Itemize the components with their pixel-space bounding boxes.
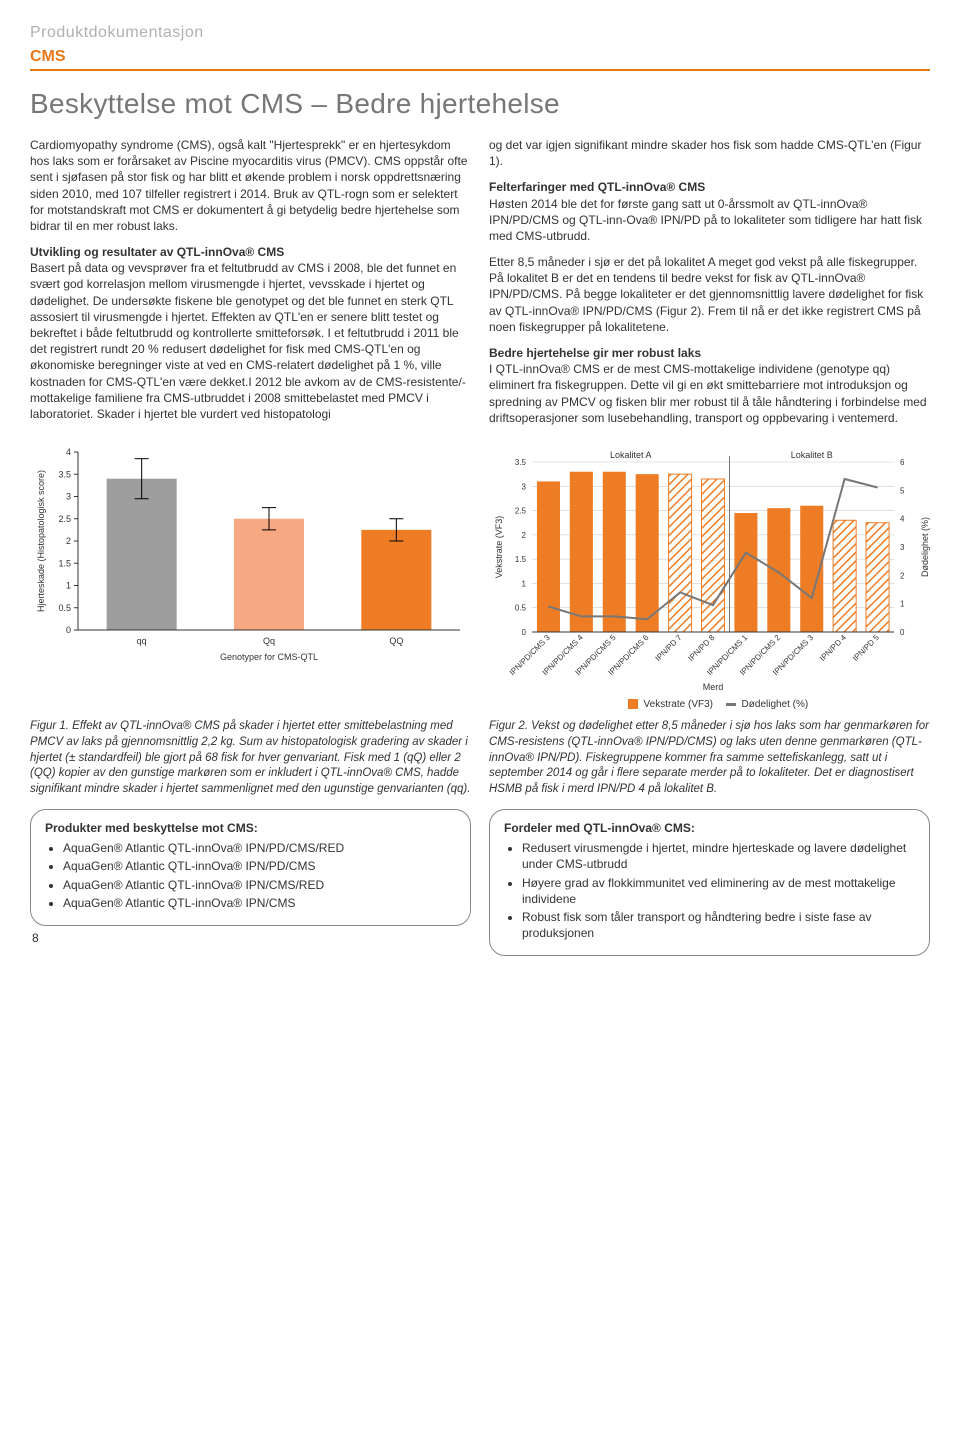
- svg-text:2: 2: [522, 531, 527, 540]
- svg-text:Hjerteskade (Histopatologisk s: Hjerteskade (Histopatologisk score): [36, 470, 46, 612]
- svg-text:Vekstrate (VF3): Vekstrate (VF3): [494, 516, 504, 579]
- benefits-list: Redusert virusmengde i hjertet, mindre h…: [504, 840, 915, 941]
- page-title: Beskyttelse mot CMS – Bedre hjertehelse: [30, 85, 930, 123]
- list-item: Høyere grad av flokkimmunitet ved elimin…: [522, 875, 915, 907]
- svg-text:Merd: Merd: [703, 682, 724, 692]
- svg-text:1: 1: [66, 580, 71, 590]
- legend-label: Vekstrate (VF3): [644, 699, 713, 710]
- page-number: 8: [32, 930, 471, 946]
- box-title: Fordeler med QTL-innOva® CMS:: [504, 820, 915, 836]
- svg-text:6: 6: [900, 458, 905, 467]
- chart-2-legend: Vekstrate (VF3) Dødelighet (%): [488, 698, 938, 712]
- svg-text:Lokalitet A: Lokalitet A: [610, 450, 652, 460]
- subhead: Utvikling og resultater av QTL-innOva® C…: [30, 245, 284, 259]
- figure-1-caption: Figur 1. Effekt av QTL-innOva® CMS på sk…: [30, 719, 471, 797]
- list-item: AquaGen® Atlantic QTL-innOva® IPN/CMS/RE…: [63, 877, 456, 893]
- para-body: Basert på data og vevsprøver fra et felt…: [30, 261, 466, 421]
- legend-swatch-bar: [628, 699, 638, 709]
- legend-label: Dødelighet (%): [742, 699, 809, 710]
- svg-text:IPN/PD 8: IPN/PD 8: [686, 633, 716, 663]
- para: Bedre hjertehelse gir mer robust laks I …: [489, 345, 930, 426]
- benefits-box: Fordeler med QTL-innOva® CMS: Redusert v…: [489, 809, 930, 956]
- para: Utvikling og resultater av QTL-innOva® C…: [30, 244, 471, 422]
- svg-text:4: 4: [900, 515, 905, 524]
- para: Etter 8,5 måneder i sjø er det på lokali…: [489, 254, 930, 335]
- svg-text:IPN/PD 7: IPN/PD 7: [654, 633, 684, 663]
- svg-text:IPN/PD 4: IPN/PD 4: [818, 633, 848, 663]
- svg-text:0: 0: [522, 628, 527, 637]
- subhead: Felterfaringer med QTL-innOva® CMS: [489, 180, 705, 194]
- chart-footers: Figur 1. Effekt av QTL-innOva® CMS på sk…: [30, 713, 930, 956]
- svg-text:Dødelighet (%): Dødelighet (%): [920, 517, 930, 577]
- para: Cardiomyopathy syndrome (CMS), også kalt…: [30, 137, 471, 234]
- svg-text:Qq: Qq: [263, 636, 275, 646]
- figure-2-caption: Figur 2. Vekst og dødelighet etter 8,5 m…: [489, 719, 930, 797]
- svg-text:qq: qq: [137, 636, 147, 646]
- svg-text:0: 0: [66, 625, 71, 635]
- svg-text:3.5: 3.5: [515, 458, 527, 467]
- svg-text:Lokalitet B: Lokalitet B: [791, 450, 833, 460]
- svg-text:0.5: 0.5: [58, 603, 71, 613]
- topic-heading: CMS: [30, 46, 930, 72]
- legend-swatch-line: [726, 703, 736, 706]
- svg-text:0: 0: [900, 628, 905, 637]
- svg-text:2: 2: [66, 536, 71, 546]
- figure-1: 0 0.5 1 1.5 2 2.5 3 3.5 4 qq Qq QQ Hjerteskade (Hist…: [30, 444, 470, 712]
- list-item: Robust fisk som tåler transport og håndt…: [522, 909, 915, 941]
- svg-text:2: 2: [900, 571, 905, 580]
- list-item: AquaGen® Atlantic QTL-innOva® IPN/CMS: [63, 895, 456, 911]
- list-item: Redusert virusmengde i hjertet, mindre h…: [522, 840, 915, 872]
- para: og det var igjen signifikant mindre skad…: [489, 137, 930, 169]
- svg-text:3.5: 3.5: [58, 469, 71, 479]
- svg-text:1.5: 1.5: [58, 558, 71, 568]
- products-box: Produkter med beskyttelse mot CMS: AquaG…: [30, 809, 471, 926]
- svg-text:4: 4: [66, 447, 71, 457]
- svg-text:Genotyper for CMS-QTL: Genotyper for CMS-QTL: [220, 652, 318, 662]
- footer-right: Figur 2. Vekst og dødelighet etter 8,5 m…: [489, 713, 930, 956]
- para-body: Høsten 2014 ble det for første gang satt…: [489, 197, 922, 243]
- box-title: Produkter med beskyttelse mot CMS:: [45, 820, 456, 836]
- svg-text:3: 3: [66, 491, 71, 501]
- svg-text:2.5: 2.5: [515, 507, 527, 516]
- left-column: Cardiomyopathy syndrome (CMS), også kalt…: [30, 137, 471, 436]
- svg-text:3: 3: [522, 482, 527, 491]
- figure-2: 00.511.522.533.50123456IPN/PD/CMS 3IPN/P…: [488, 444, 938, 712]
- svg-text:1: 1: [522, 579, 527, 588]
- products-list: AquaGen® Atlantic QTL-innOva® IPN/PD/CMS…: [45, 840, 456, 911]
- footer-left: Figur 1. Effekt av QTL-innOva® CMS på sk…: [30, 713, 471, 956]
- list-item: AquaGen® Atlantic QTL-innOva® IPN/PD/CMS: [63, 858, 456, 874]
- para: Felterfaringer med QTL-innOva® CMS Høste…: [489, 179, 930, 244]
- svg-text:IPN/PD 5: IPN/PD 5: [851, 633, 881, 663]
- svg-text:3: 3: [900, 543, 905, 552]
- text-columns: Cardiomyopathy syndrome (CMS), også kalt…: [30, 137, 930, 436]
- right-column: og det var igjen signifikant mindre skad…: [489, 137, 930, 436]
- svg-text:2.5: 2.5: [58, 514, 71, 524]
- figures-row: 0 0.5 1 1.5 2 2.5 3 3.5 4 qq Qq QQ Hjerteskade (Hist…: [30, 444, 930, 712]
- svg-text:QQ: QQ: [389, 636, 403, 646]
- subhead: Bedre hjertehelse gir mer robust laks: [489, 346, 701, 360]
- svg-text:5: 5: [900, 486, 905, 495]
- svg-text:1.5: 1.5: [515, 555, 527, 564]
- svg-text:0.5: 0.5: [515, 604, 527, 613]
- doc-category: Produktdokumentasjon: [30, 22, 930, 44]
- chart-1-svg: 0 0.5 1 1.5 2 2.5 3 3.5 4 qq Qq QQ Hjerteskade (Hist…: [30, 444, 470, 664]
- chart-2-svg: 00.511.522.533.50123456IPN/PD/CMS 3IPN/P…: [488, 444, 938, 694]
- list-item: AquaGen® Atlantic QTL-innOva® IPN/PD/CMS…: [63, 840, 456, 856]
- svg-text:1: 1: [900, 600, 905, 609]
- para-body: I QTL-innOva® CMS er de mest CMS-mottake…: [489, 362, 927, 425]
